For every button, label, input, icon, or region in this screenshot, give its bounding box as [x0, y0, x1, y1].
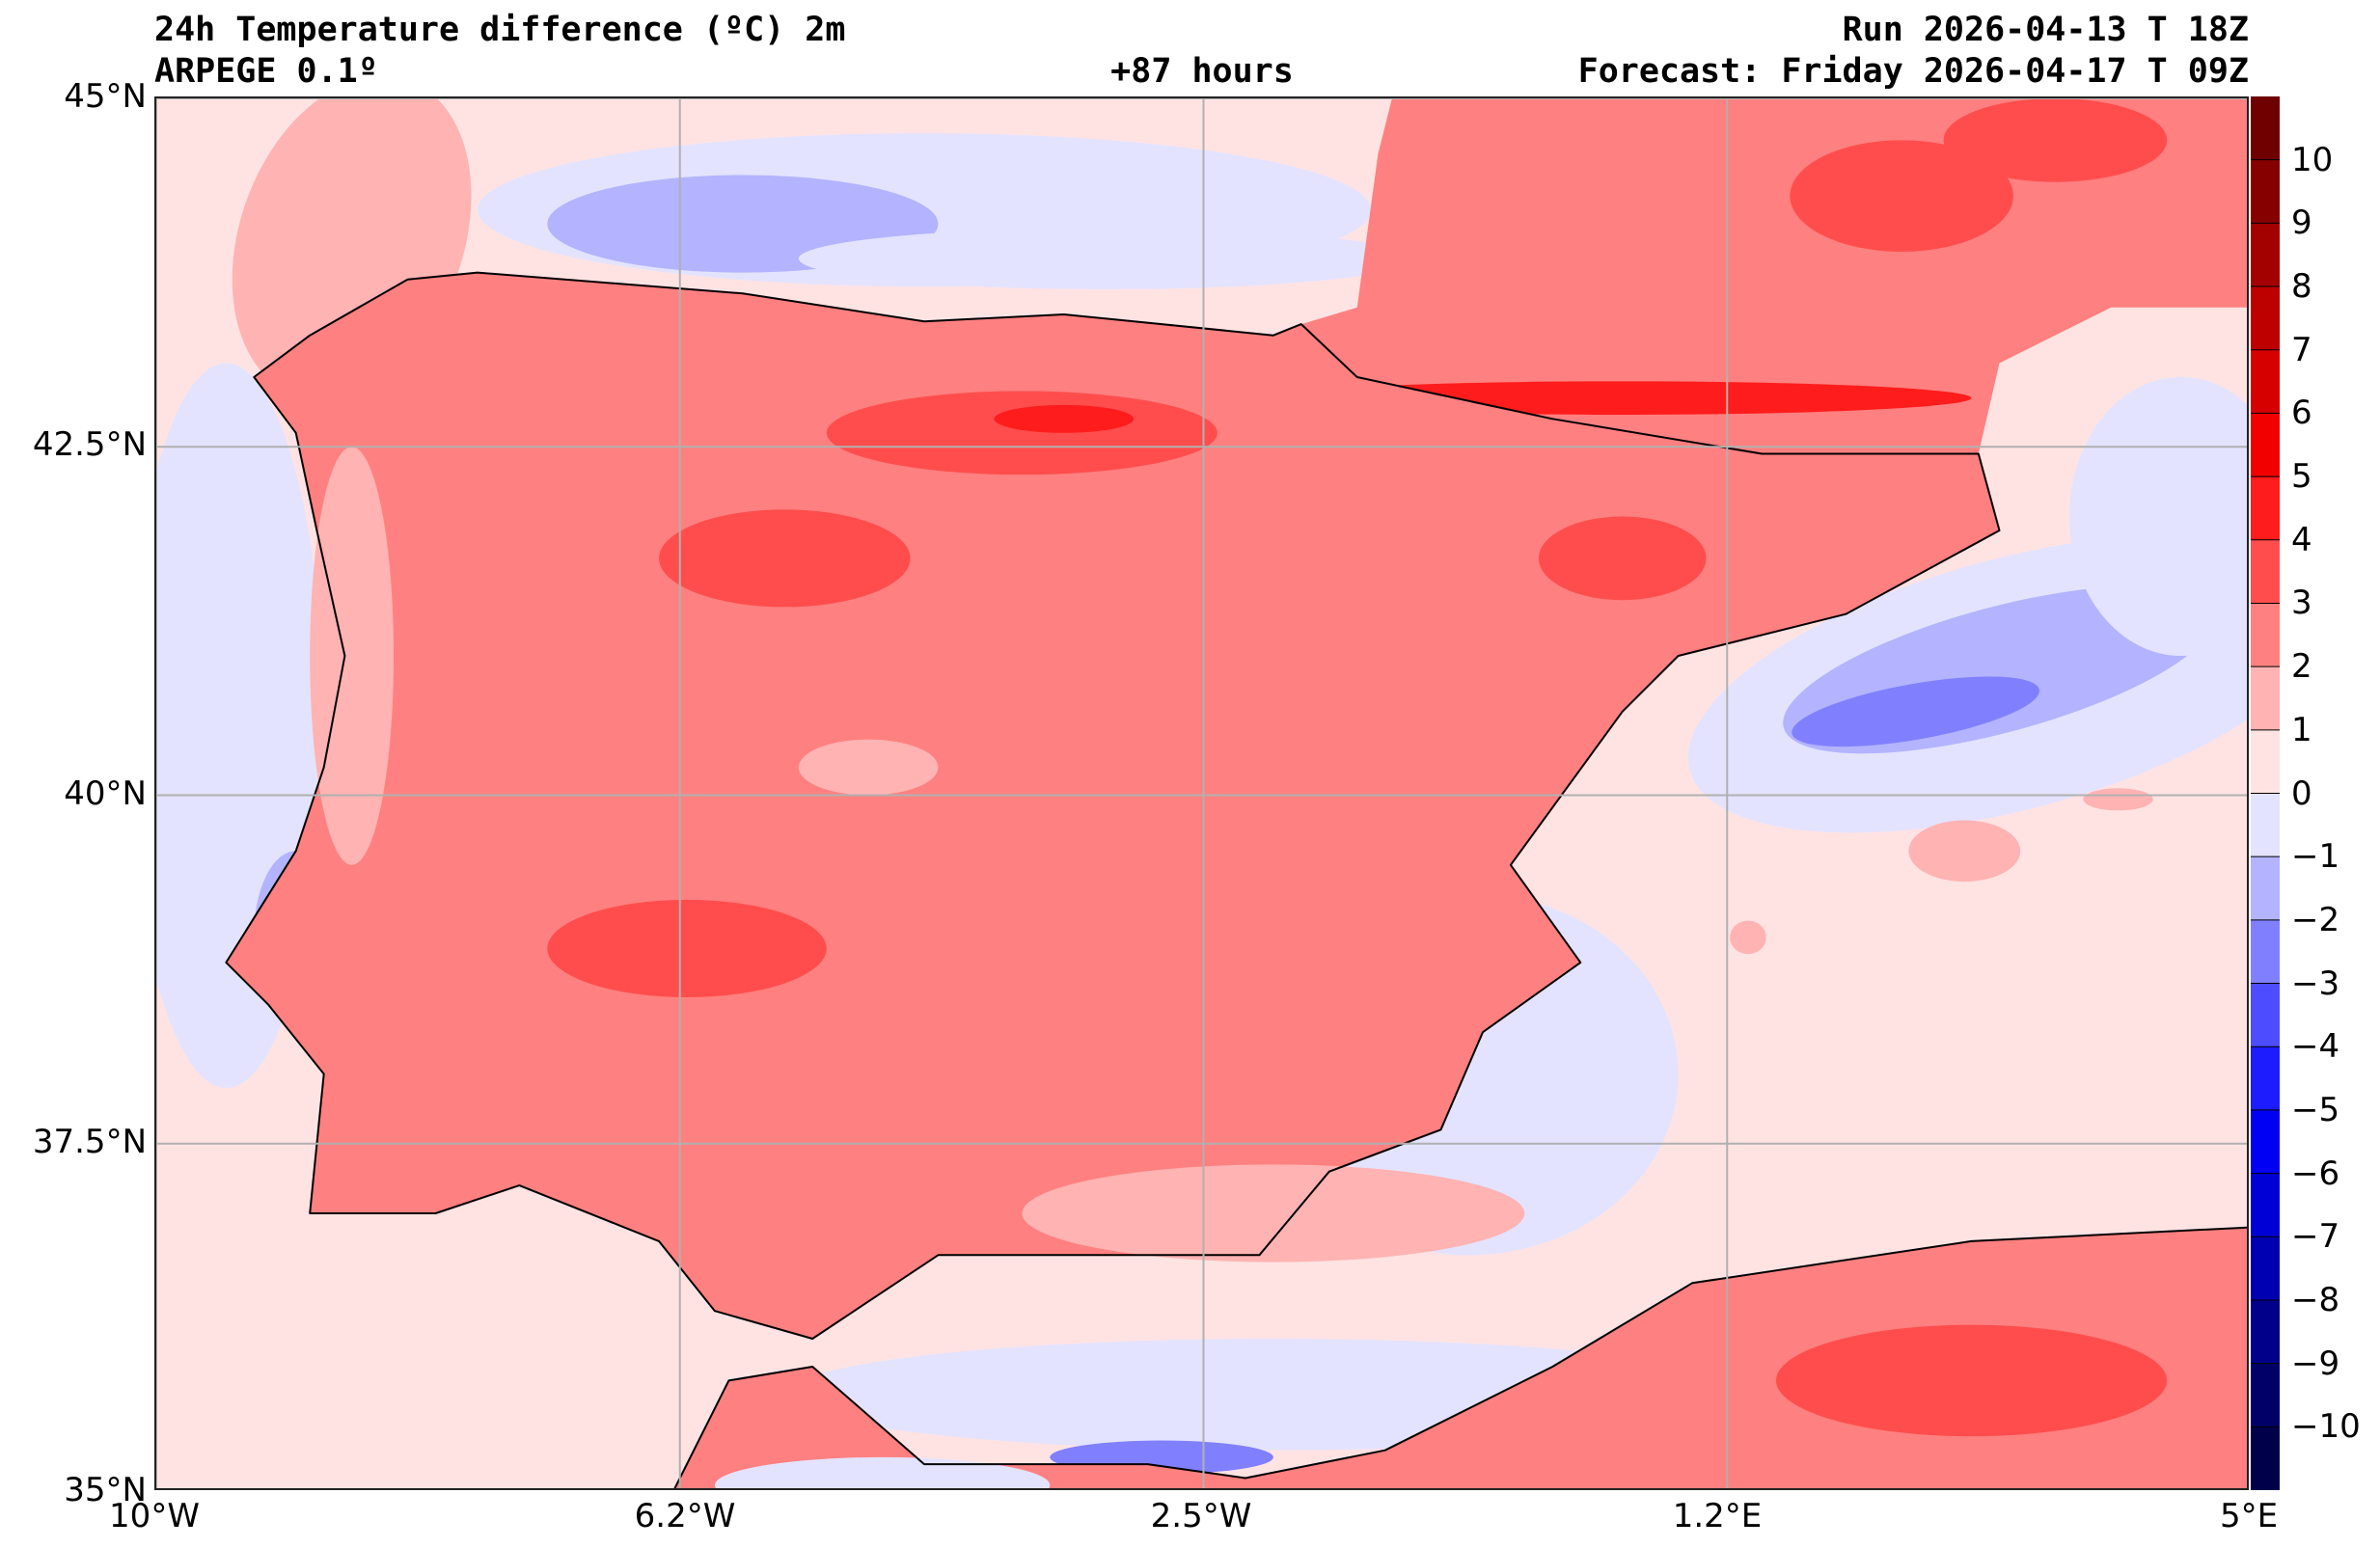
map-canvas	[156, 98, 2247, 1488]
mallorca	[1908, 820, 2021, 883]
ibiza	[1730, 920, 1766, 955]
colorbar-band	[2251, 476, 2280, 541]
ebro-warm-core	[1538, 516, 1707, 601]
colorbar-band	[2251, 1426, 2280, 1490]
north-warm-core	[826, 391, 1217, 475]
portugal-coast-mild	[310, 447, 395, 865]
colorbar-band	[2251, 856, 2280, 921]
colorbar-tick-label: 7	[2291, 330, 2312, 369]
colorbar-band	[2251, 919, 2280, 985]
colorbar-tick-label: 1	[2291, 710, 2312, 749]
lon-label: 2.5°W	[1150, 1497, 1252, 1535]
colorbar-band	[2251, 539, 2280, 604]
lon-label: 6.2°W	[634, 1497, 736, 1535]
colorbar-band	[2251, 1046, 2280, 1111]
colorbar-tick-label: 0	[2291, 774, 2312, 813]
colorbar-band	[2251, 159, 2280, 224]
colorbar-band	[2251, 1173, 2280, 1237]
run-label: Run 2026-04-13 T 18Z	[1842, 11, 2249, 49]
colorbar-tick-label: 3	[2291, 584, 2312, 623]
lat-label: 40°N	[64, 774, 147, 813]
lon-label: 1.2°E	[1672, 1497, 1763, 1535]
temperature-map	[154, 96, 2249, 1490]
lon-label: 5°E	[2219, 1497, 2279, 1535]
menorca	[2083, 788, 2153, 811]
france-warm-core	[1790, 140, 2013, 252]
colorbar-band	[2251, 666, 2280, 731]
model-label: ARPEGE 0.1º	[154, 52, 378, 91]
colorbar-band	[2251, 983, 2280, 1047]
colorbar-band	[2251, 349, 2280, 414]
colorbar-tick-label: −7	[2291, 1217, 2340, 1257]
colorbar-band	[2251, 603, 2280, 667]
colorbar-tick-label: −5	[2291, 1090, 2340, 1129]
colorbar-band	[2251, 729, 2280, 794]
algeria-warm-core	[1775, 1324, 2168, 1437]
lat-label: 42.5°N	[32, 425, 147, 464]
colorbar-band	[2251, 1236, 2280, 1301]
colorbar-tick-label: 8	[2291, 267, 2312, 307]
southeast-mild	[1022, 1164, 1525, 1263]
lon-label: 10°W	[109, 1497, 200, 1535]
colorbar-band	[2251, 223, 2280, 287]
colorbar-tick-label: −8	[2291, 1280, 2340, 1319]
colorbar-band	[2251, 1363, 2280, 1427]
balearic-sea-cool-core	[1792, 676, 2039, 747]
colorbar-tick-label: −2	[2291, 900, 2340, 939]
chart-title: 24h Temperature difference (ºC) 2m	[154, 11, 846, 49]
colorbar-tick-label: −3	[2291, 964, 2340, 1003]
colorbar-band	[2251, 286, 2280, 351]
france-warm-core-2	[1943, 98, 2168, 182]
colorbar-tick-label: −9	[2291, 1344, 2340, 1383]
colorbar-band	[2251, 1109, 2280, 1175]
colorbar-band	[2251, 413, 2280, 477]
colorbar-tick-label: 9	[2291, 204, 2312, 243]
central-mild	[798, 739, 939, 796]
iberia-coastline	[225, 271, 2001, 1340]
lat-label: 37.5°N	[32, 1123, 147, 1161]
colorbar-band	[2251, 96, 2280, 161]
colorbar-tick-label: 4	[2291, 520, 2312, 559]
colorbar-tick-label: −4	[2291, 1027, 2340, 1067]
biscay-coast-cool	[798, 228, 1413, 289]
north-hot-spot	[994, 404, 1135, 433]
duero-warm-core	[659, 509, 911, 608]
colorbar-band	[2251, 793, 2280, 857]
lead-time-label: +87 hours	[1110, 52, 1294, 91]
colorbar-tick-label: 10	[2291, 140, 2334, 179]
colorbar	[2251, 96, 2280, 1490]
colorbar-band	[2251, 1299, 2280, 1365]
lat-label: 45°N	[64, 77, 147, 116]
colorbar-tick-label: 2	[2291, 647, 2312, 687]
colorbar-tick-label: 5	[2291, 457, 2312, 497]
colorbar-tick-label: 6	[2291, 394, 2312, 433]
colorbar-tick-label: −10	[2291, 1407, 2361, 1447]
colorbar-tick-label: −6	[2291, 1154, 2340, 1193]
colorbar-tick-label: −1	[2291, 837, 2340, 877]
extremadura-warm-core	[547, 899, 827, 998]
north-africa-coastline	[673, 1226, 2247, 1488]
lat-label: 35°N	[64, 1471, 147, 1509]
forecast-label: Forecast: Friday 2026-04-17 T 09Z	[1577, 52, 2249, 91]
